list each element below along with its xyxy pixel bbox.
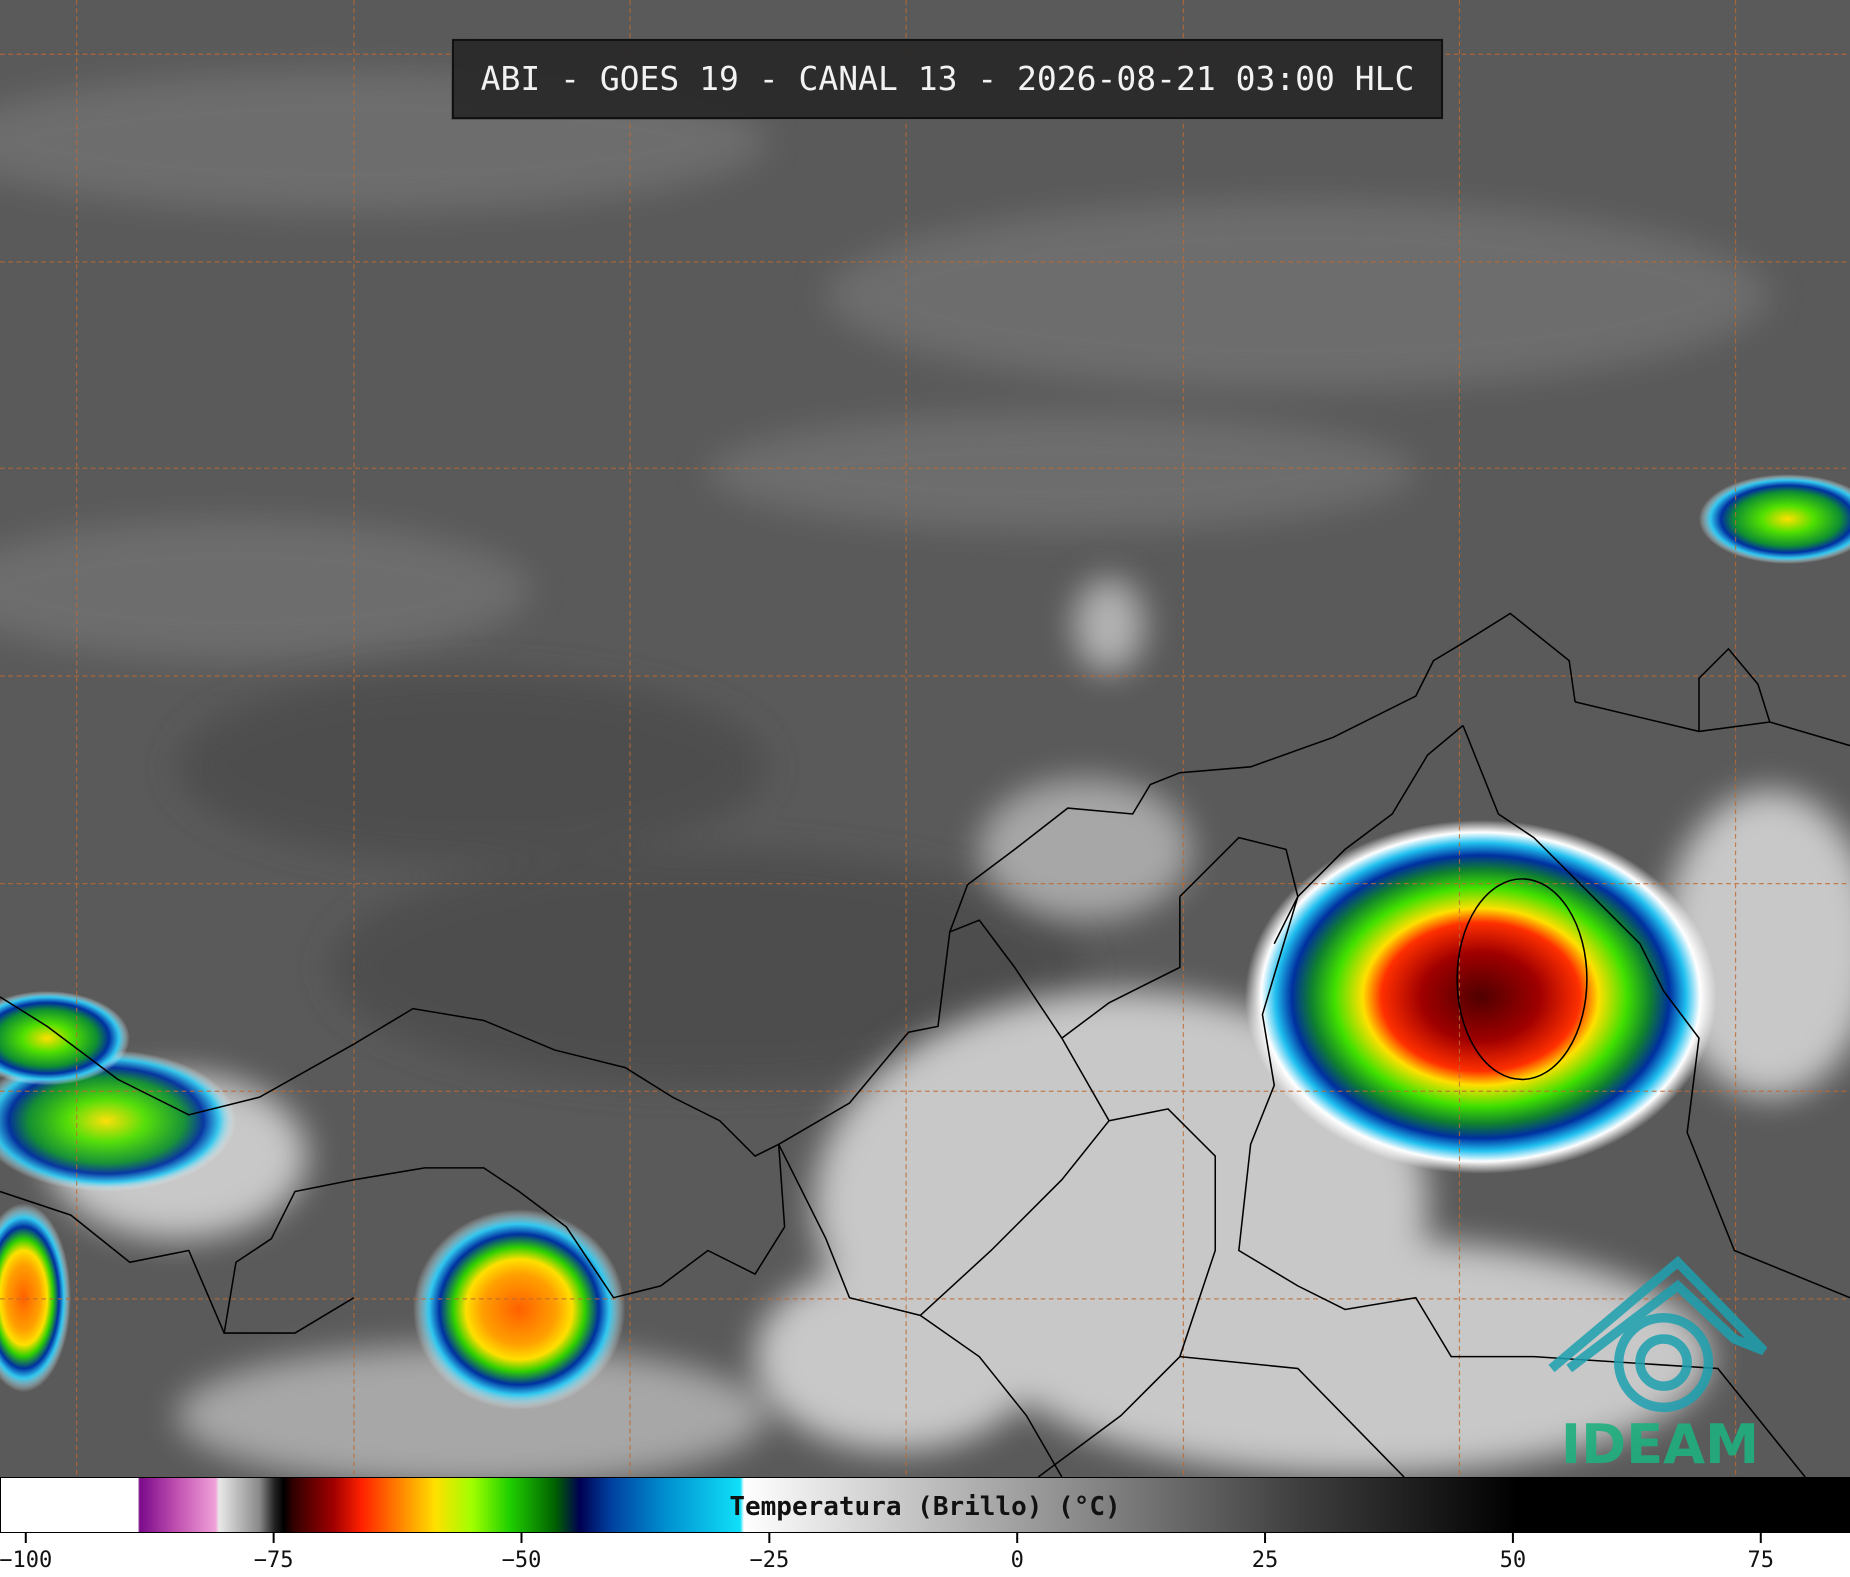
colorbar-axis: −100 −75 −50 −25 0 25 50 75 [0,1533,1775,1573]
tick-label: −75 [254,1548,294,1573]
tick-label: −25 [749,1548,789,1573]
tick-label: 50 [1500,1548,1527,1573]
tick-label: 25 [1252,1548,1279,1573]
title-box: ABI - GOES 19 - CANAL 13 - 2026-08-21 03… [452,39,1443,119]
colorbar-label: Temperatura (Brillo) (°C) [729,1492,1121,1522]
logo-text: IDEAM [1561,1413,1759,1476]
tick-label: −100 [0,1548,52,1573]
satellite-map: IDEAM [0,0,1850,1477]
tick-label: −50 [502,1548,542,1573]
tick-label: 75 [1748,1548,1775,1573]
colorbar [0,1477,1850,1533]
tick-label: 0 [1011,1548,1024,1573]
